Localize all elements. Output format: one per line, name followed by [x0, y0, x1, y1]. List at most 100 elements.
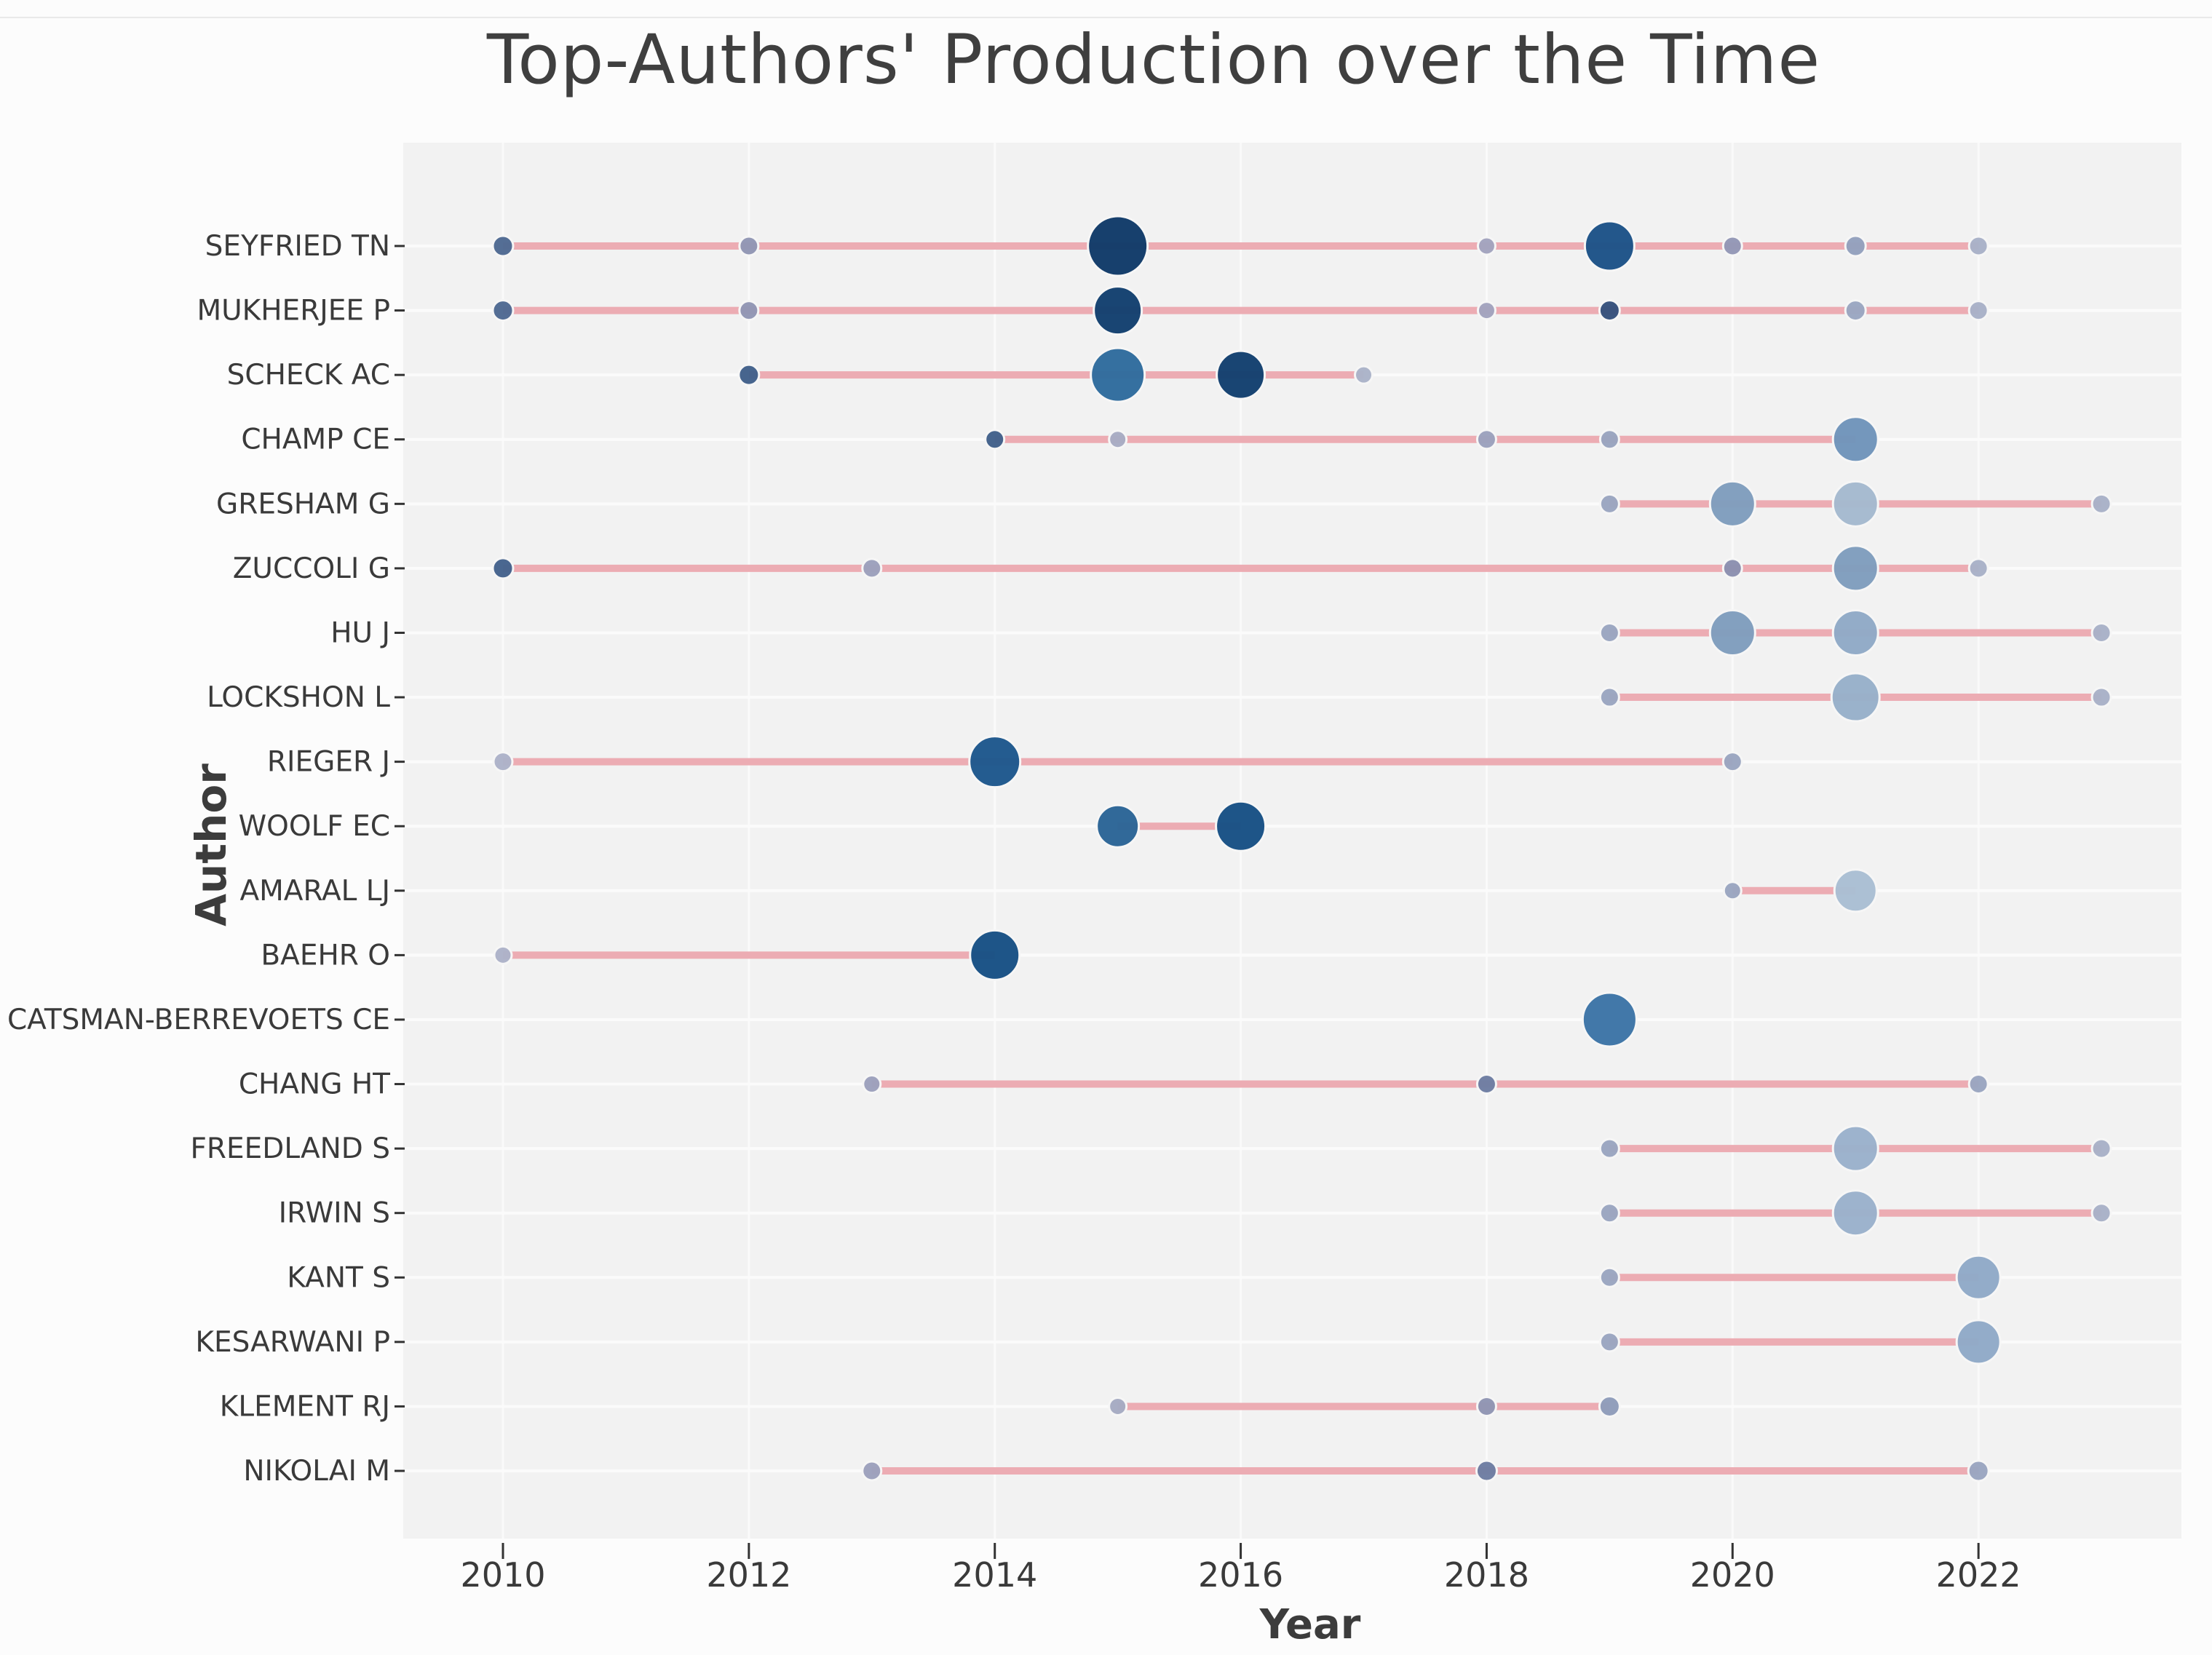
data-point	[1967, 557, 1989, 579]
data-point	[1598, 622, 1620, 643]
data-point	[1844, 299, 1867, 322]
data-point	[1967, 1073, 1989, 1095]
data-point	[1598, 1331, 1620, 1353]
data-point	[2090, 493, 2112, 515]
data-point	[737, 363, 761, 386]
data-point	[1831, 608, 1879, 656]
data-point	[2090, 622, 2112, 643]
data-point	[491, 299, 515, 322]
y-tick-label: KESARWANI P	[195, 1326, 390, 1359]
data-point	[1598, 1202, 1620, 1224]
x-tick-label: 2020	[1690, 1555, 1775, 1595]
x-tick-label: 2022	[1936, 1555, 2021, 1595]
data-point	[1108, 429, 1128, 450]
x-tick-label: 2010	[460, 1555, 545, 1595]
data-point	[2090, 1138, 2112, 1159]
data-point	[1955, 1254, 2002, 1301]
data-point	[1831, 1124, 1879, 1172]
y-tick-label: MUKHERJEE P	[197, 295, 390, 328]
data-point	[1108, 1396, 1128, 1416]
y-tick-label: ZUCCOLI G	[233, 552, 390, 585]
y-tick-label: SEYFRIED TN	[205, 230, 390, 263]
data-point	[1598, 299, 1621, 322]
data-point	[1598, 1266, 1620, 1288]
data-point	[862, 1074, 882, 1095]
data-point	[1830, 672, 1881, 723]
x-tick-label: 2014	[952, 1555, 1037, 1595]
chart-title: Top-Authors' Production over the Time	[486, 20, 1821, 100]
data-point	[1722, 881, 1743, 901]
data-point	[1475, 429, 1497, 451]
data-point	[1598, 493, 1620, 515]
x-tick-label: 2018	[1444, 1555, 1529, 1595]
data-point	[1831, 480, 1879, 528]
y-tick-label: RIEGER J	[267, 746, 390, 779]
data-point	[1598, 1138, 1620, 1159]
y-tick-label: KLEMENT RJ	[220, 1390, 390, 1423]
x-axis-title: Year	[1259, 1601, 1361, 1648]
data-point	[1721, 557, 1743, 579]
data-point	[493, 945, 513, 965]
y-tick-label: FREEDLAND S	[190, 1132, 390, 1165]
y-tick-label: GRESHAM G	[216, 488, 390, 520]
data-point	[1967, 235, 1989, 257]
data-point	[738, 235, 760, 257]
data-point	[1095, 803, 1141, 849]
y-tick-label: IRWIN S	[279, 1197, 390, 1230]
data-point	[1476, 301, 1497, 321]
x-tick-label: 2016	[1198, 1555, 1283, 1595]
data-point	[1215, 800, 1267, 852]
y-tick-label: NIKOLAI M	[243, 1455, 390, 1488]
y-tick-label: AMARAL LJ	[239, 875, 390, 908]
data-point	[491, 234, 515, 258]
data-point	[2090, 1202, 2112, 1224]
data-point	[1967, 1459, 1990, 1483]
y-tick-label: SCHECK AC	[227, 359, 390, 392]
data-point	[1216, 349, 1266, 400]
data-point	[1955, 1319, 2002, 1365]
data-point	[1583, 220, 1636, 272]
data-point	[1598, 1394, 1621, 1418]
data-point	[1354, 365, 1374, 385]
data-point	[1475, 1459, 1498, 1483]
data-point	[861, 557, 883, 579]
data-point	[1721, 751, 1743, 773]
data-point	[1831, 544, 1879, 592]
data-point	[1967, 300, 1989, 322]
data-point	[969, 929, 1021, 981]
data-point	[1708, 480, 1756, 528]
data-point	[861, 1460, 883, 1482]
y-tick-label: WOOLF EC	[239, 810, 390, 843]
y-axis-title: Author	[186, 763, 236, 926]
data-point	[1708, 608, 1756, 656]
data-point	[492, 751, 514, 773]
data-point	[1476, 236, 1497, 256]
data-point	[1090, 346, 1146, 403]
data-point	[491, 557, 515, 580]
y-tick-label: LOCKSHON L	[207, 681, 390, 714]
data-point	[2090, 686, 2112, 708]
data-point	[984, 429, 1006, 451]
data-point	[1475, 1395, 1497, 1417]
data-point	[738, 300, 760, 322]
plot-background	[403, 143, 2181, 1539]
data-point	[1831, 1189, 1879, 1237]
data-point	[1598, 429, 1620, 451]
data-point	[968, 735, 1022, 789]
data-point	[1844, 234, 1867, 258]
data-point	[1721, 235, 1743, 257]
data-point	[1598, 686, 1620, 708]
y-tick-label: HU J	[330, 616, 390, 649]
data-point	[1831, 416, 1879, 464]
data-point	[1087, 215, 1149, 277]
data-point	[1475, 1073, 1497, 1095]
y-tick-label: CATSMAN-BERREVOETS CE	[7, 1004, 390, 1036]
data-point	[1581, 991, 1638, 1048]
data-point	[1093, 285, 1143, 336]
y-tick-label: KANT S	[287, 1261, 390, 1294]
x-tick-label: 2012	[706, 1555, 791, 1595]
y-tick-label: BAEHR O	[261, 939, 390, 972]
y-tick-label: CHANG HT	[239, 1068, 390, 1101]
